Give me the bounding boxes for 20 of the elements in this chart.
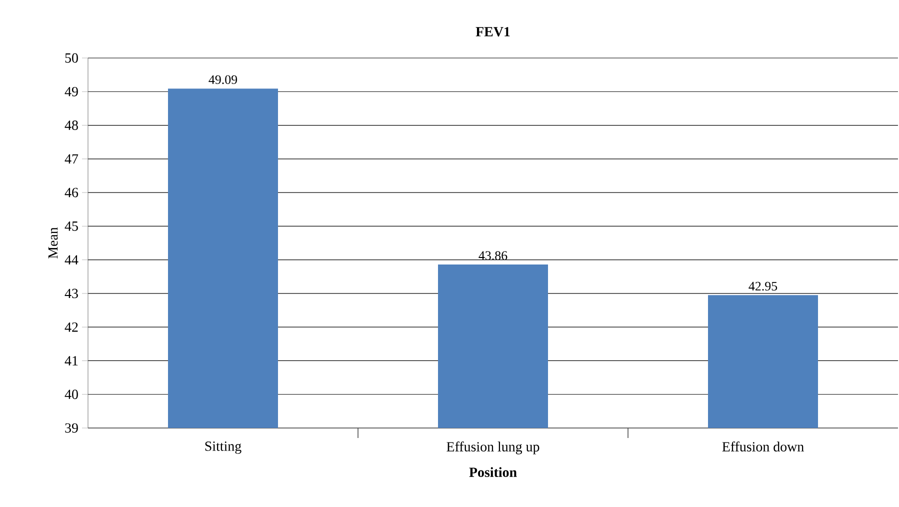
x-tick-label: Effusion down	[722, 442, 804, 452]
data-label: 49.09	[208, 75, 238, 84]
y-tick-label: 43	[64, 288, 78, 298]
y-tick-label: 46	[64, 188, 78, 198]
y-tick-label: 48	[64, 120, 78, 130]
x-tick-label: Sitting	[205, 442, 242, 454]
y-tick-label: 40	[64, 390, 78, 400]
y-axis-title: Mean	[48, 227, 58, 258]
x-axis-title: Position	[469, 467, 517, 478]
x-tick-label: Effusion lung up	[446, 442, 540, 454]
y-tick-label: 47	[64, 154, 78, 164]
y-tick-label: 45	[64, 222, 78, 231]
y-tick-label: 50	[65, 53, 78, 63]
chart-title: FEV1	[476, 27, 510, 37]
y-tick-label: 49	[64, 86, 78, 96]
y-tick-label: 42	[64, 322, 78, 332]
y-tick-label: 44	[64, 255, 78, 264]
y-tick-label: 39	[65, 423, 78, 433]
data-label: 42.95	[748, 282, 778, 291]
y-tick-label: 41	[64, 356, 78, 366]
